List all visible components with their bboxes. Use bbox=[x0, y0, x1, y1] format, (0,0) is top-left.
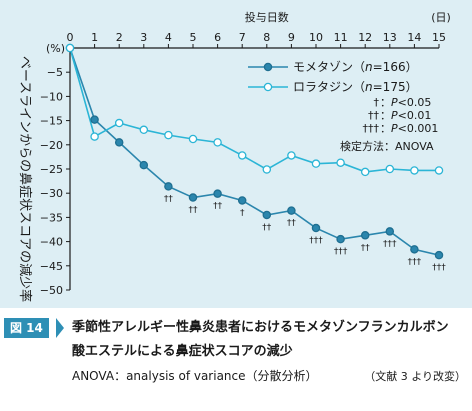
series-2-point bbox=[287, 151, 296, 160]
series-1-point bbox=[410, 245, 419, 254]
x-tick-label: 5 bbox=[190, 31, 197, 44]
legend-label-2: ロラタジン（n=175） bbox=[293, 80, 418, 94]
significance-mark: †† bbox=[361, 243, 371, 253]
series-line-2 bbox=[69, 47, 439, 173]
series-2-point bbox=[237, 151, 247, 160]
series-1-point bbox=[114, 138, 124, 147]
sig-note-mark: † bbox=[374, 96, 380, 109]
series-2-point bbox=[410, 166, 419, 175]
series-2-point bbox=[213, 138, 222, 147]
figure-label: 図 14 bbox=[10, 321, 43, 335]
series-line-1 bbox=[69, 47, 440, 256]
y-tick-label: −35 bbox=[40, 211, 63, 224]
x-tick-label: 2 bbox=[116, 31, 123, 44]
y-axis-title: ベースラインからの鼻症状スコアの減少率 bbox=[17, 56, 33, 302]
y-tick-label: −5 bbox=[47, 66, 63, 79]
series-1-point bbox=[164, 182, 173, 191]
sig-note-text: ：P<0.05 bbox=[380, 96, 431, 109]
x-tick-label: 7 bbox=[239, 31, 246, 44]
x-tick-label: 8 bbox=[263, 31, 270, 44]
caption-title-line2: 酸エステルによる鼻症状スコアの減少 bbox=[72, 344, 293, 359]
series-1-point bbox=[311, 223, 321, 233]
x-axis-title: 投与日数 bbox=[245, 10, 289, 24]
series-2-point bbox=[139, 125, 149, 135]
x-tick-label: 6 bbox=[214, 31, 221, 44]
significance-mark: †† bbox=[287, 219, 297, 229]
x-tick-label: 4 bbox=[165, 31, 172, 44]
series-1-point bbox=[139, 160, 149, 170]
series-1-point bbox=[262, 210, 272, 220]
legend-marker-1 bbox=[263, 62, 273, 72]
caption-note: ANOVA：analysis of variance（分散分析） bbox=[72, 369, 318, 383]
x-tick-label: 13 bbox=[383, 31, 397, 44]
series-1-point bbox=[90, 115, 99, 124]
series-1-point bbox=[287, 206, 296, 215]
significance-mark: †† bbox=[164, 194, 174, 204]
sig-note-text: ：P<0.001 bbox=[380, 122, 438, 135]
caption-source: （文献 3 より改変） bbox=[364, 370, 466, 383]
sig-note-mark: †† bbox=[368, 109, 380, 122]
y-tick-label: −50 bbox=[40, 284, 63, 297]
figure-badge-arrow bbox=[56, 318, 64, 338]
series-2-point bbox=[311, 159, 321, 168]
x-tick-label: 11 bbox=[334, 31, 348, 44]
series-1-point bbox=[360, 231, 370, 240]
series-2-point bbox=[188, 134, 198, 144]
x-unit-label: (日) bbox=[431, 11, 451, 24]
y-tick-label: −30 bbox=[40, 187, 63, 200]
x-tick-label: 1 bbox=[91, 31, 98, 44]
y-tick-label: −20 bbox=[40, 139, 63, 152]
x-tick-label: 14 bbox=[407, 31, 421, 44]
significance-mark: †† bbox=[189, 206, 199, 216]
significance-mark: ††† bbox=[383, 239, 397, 249]
series-2-point bbox=[360, 167, 370, 177]
y-tick-label: −25 bbox=[40, 163, 63, 176]
figure-badge: 図 14 bbox=[4, 318, 49, 338]
y-tick-label: −45 bbox=[40, 260, 63, 273]
legend-marker-2 bbox=[263, 82, 273, 92]
sig-note-mark: ††† bbox=[363, 122, 380, 135]
series-2-point bbox=[164, 130, 173, 140]
series-2-point bbox=[262, 165, 272, 174]
y-unit-label: (%) bbox=[46, 42, 65, 55]
significance-mark: †† bbox=[262, 223, 272, 233]
x-tick-label: 15 bbox=[432, 31, 446, 44]
series-1-point bbox=[213, 189, 222, 198]
significance-mark: ††† bbox=[309, 236, 323, 246]
series-2-point bbox=[114, 118, 124, 128]
series-2-point bbox=[336, 158, 345, 167]
series-2-point bbox=[385, 164, 395, 174]
series-2-point bbox=[65, 43, 75, 53]
y-tick-label: −10 bbox=[40, 90, 63, 103]
series-1-point bbox=[385, 227, 395, 236]
x-tick-label: 10 bbox=[309, 31, 323, 44]
y-tick-label: −15 bbox=[40, 115, 63, 128]
significance-mark: ††† bbox=[432, 263, 446, 273]
series-1-point bbox=[188, 193, 198, 202]
test-method-note: 検定方法：ANOVA bbox=[340, 139, 434, 153]
x-tick-label: 3 bbox=[140, 31, 147, 44]
significance-mark: ††† bbox=[408, 257, 422, 267]
x-tick-label: 12 bbox=[358, 31, 372, 44]
series-2-point bbox=[90, 132, 99, 141]
significance-mark: †† bbox=[213, 202, 223, 212]
significance-mark: ††† bbox=[334, 247, 348, 257]
significance-mark: † bbox=[240, 208, 245, 218]
legend-label-1: モメタゾン（n=166） bbox=[293, 60, 418, 74]
series-1-point bbox=[336, 234, 345, 244]
x-tick-label: 9 bbox=[288, 31, 295, 44]
caption-title-line1: 季節性アレルギー性鼻炎患者におけるモメタゾンフランカルボン bbox=[72, 320, 449, 335]
x-tick-label: 0 bbox=[67, 31, 74, 44]
series-1-point bbox=[434, 250, 444, 260]
sig-note-text: ：P<0.01 bbox=[380, 109, 431, 122]
y-tick-label: −40 bbox=[40, 236, 63, 249]
series-1-point bbox=[237, 196, 247, 205]
series-2-point bbox=[434, 166, 444, 175]
